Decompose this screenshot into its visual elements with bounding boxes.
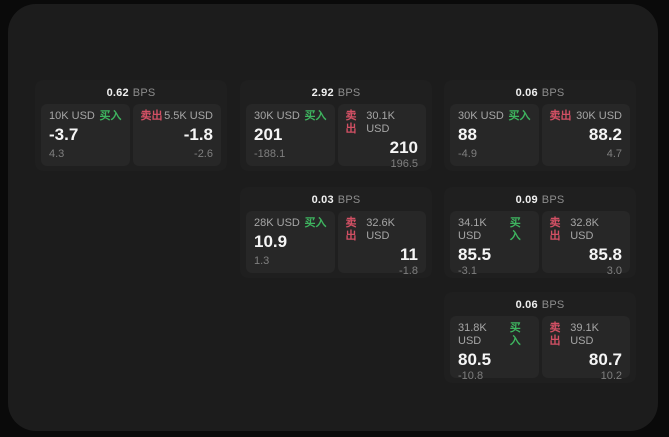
bps-unit-label: BPS (337, 194, 361, 206)
bps-value: 0.03 (311, 194, 334, 206)
sell-delta: 10.2 (600, 370, 622, 382)
buy-delta: -4.9 (458, 148, 477, 160)
sell-label: 卖出 (345, 110, 357, 135)
bps-header: 0.62 BPS (41, 85, 221, 102)
buy-price: 88 (458, 125, 477, 144)
sell-amount: 5.5K USD (164, 110, 213, 122)
buy-amount: 34.1K USD (458, 217, 487, 242)
bps-unit-label: BPS (541, 194, 565, 206)
buy-panel[interactable]: 30K USD 买入 88 -4.9 (450, 104, 539, 166)
bps-unit-label: BPS (337, 87, 361, 99)
sell-panel[interactable]: 卖出 39.1K USD 80.7 10.2 (541, 316, 630, 382)
buy-price: -3.7 (49, 125, 79, 144)
sell-delta: -2.6 (194, 148, 213, 160)
buy-label: 买入 (509, 217, 521, 242)
buy-delta: 4.3 (49, 148, 65, 160)
bps-value: 0.09 (515, 194, 538, 206)
bps-value: 0.62 (106, 87, 129, 99)
app-window: 0.62 BPS 10K USD 买入 -3.7 4.3 卖出 5.5K USD … (8, 4, 658, 431)
quote-card-4: 0.03 BPS 28K USD 买入 10.9 1.3 卖出 32.6K USD… (240, 187, 432, 278)
buy-amount: 28K USD (254, 217, 300, 229)
buy-panel[interactable]: 30K USD 买入 201 -188.1 (246, 104, 335, 166)
buy-label: 买入 (508, 110, 531, 122)
buy-delta: -3.1 (458, 265, 477, 277)
sell-price: 11 (400, 245, 418, 264)
buy-price: 201 (254, 125, 283, 144)
sell-price: 210 (389, 138, 418, 157)
buy-delta: -10.8 (458, 370, 484, 382)
quote-card-2: 2.92 BPS 30K USD 买入 201 -188.1 卖出 30.1K U… (240, 80, 432, 171)
buy-amount: 30K USD (254, 110, 300, 122)
sell-price: -1.8 (183, 125, 213, 144)
buy-amount: 31.8K USD (458, 322, 487, 347)
sell-price: 85.8 (588, 245, 622, 264)
buy-price: 85.5 (458, 245, 492, 264)
bps-header: 0.06 BPS (450, 85, 630, 102)
sell-delta: -1.8 (399, 265, 418, 277)
sell-delta: 4.7 (606, 148, 622, 160)
buy-price: 80.5 (458, 350, 492, 369)
buy-label: 买入 (304, 217, 327, 229)
bps-unit-label: BPS (541, 87, 565, 99)
bps-unit-label: BPS (541, 299, 565, 311)
sell-amount: 32.8K USD (570, 217, 599, 242)
buy-label: 买入 (509, 322, 521, 347)
bps-value: 0.06 (515, 87, 538, 99)
quote-card-1: 0.62 BPS 10K USD 买入 -3.7 4.3 卖出 5.5K USD … (35, 80, 227, 171)
buy-panel[interactable]: 34.1K USD 买入 85.5 -3.1 (450, 211, 539, 277)
bps-header: 0.03 BPS (246, 192, 426, 209)
sell-label: 卖出 (140, 110, 163, 122)
sell-panel[interactable]: 卖出 30.1K USD 210 196.5 (337, 104, 426, 170)
sell-amount: 30K USD (576, 110, 622, 122)
quote-card-3: 0.06 BPS 30K USD 买入 88 -4.9 卖出 30K USD 88… (444, 80, 636, 171)
sell-label: 卖出 (549, 322, 561, 347)
quote-card-5: 0.09 BPS 34.1K USD 买入 85.5 -3.1 卖出 32.8K … (444, 187, 636, 278)
sell-panel[interactable]: 卖出 30K USD 88.2 4.7 (541, 104, 630, 166)
sell-amount: 39.1K USD (570, 322, 599, 347)
buy-amount: 10K USD (49, 110, 95, 122)
sell-price: 80.7 (588, 350, 622, 369)
buy-panel[interactable]: 31.8K USD 买入 80.5 -10.8 (450, 316, 539, 382)
bps-header: 0.06 BPS (450, 297, 630, 314)
sell-amount: 32.6K USD (366, 217, 395, 242)
sell-label: 卖出 (345, 217, 357, 242)
buy-label: 买入 (99, 110, 122, 122)
sell-panel[interactable]: 卖出 32.6K USD 11 -1.8 (337, 211, 426, 277)
bps-header: 0.09 BPS (450, 192, 630, 209)
buy-panel[interactable]: 10K USD 买入 -3.7 4.3 (41, 104, 130, 166)
bps-header: 2.92 BPS (246, 85, 426, 102)
buy-delta: -188.1 (254, 148, 286, 160)
sell-panel[interactable]: 卖出 5.5K USD -1.8 -2.6 (132, 104, 221, 166)
buy-amount: 30K USD (458, 110, 504, 122)
buy-panel[interactable]: 28K USD 买入 10.9 1.3 (246, 211, 335, 273)
sell-amount: 30.1K USD (366, 110, 395, 135)
sell-label: 卖出 (549, 217, 561, 242)
bps-value: 2.92 (311, 87, 334, 99)
sell-delta: 3.0 (606, 265, 622, 277)
bps-unit-label: BPS (132, 87, 156, 99)
buy-label: 买入 (304, 110, 327, 122)
sell-panel[interactable]: 卖出 32.8K USD 85.8 3.0 (541, 211, 630, 277)
buy-delta: 1.3 (254, 255, 270, 267)
sell-label: 卖出 (549, 110, 572, 122)
buy-price: 10.9 (254, 232, 288, 251)
bps-value: 0.06 (515, 299, 538, 311)
quote-card-6: 0.06 BPS 31.8K USD 买入 80.5 -10.8 卖出 39.1K… (444, 292, 636, 383)
sell-delta: 196.5 (390, 158, 418, 170)
sell-price: 88.2 (588, 125, 622, 144)
